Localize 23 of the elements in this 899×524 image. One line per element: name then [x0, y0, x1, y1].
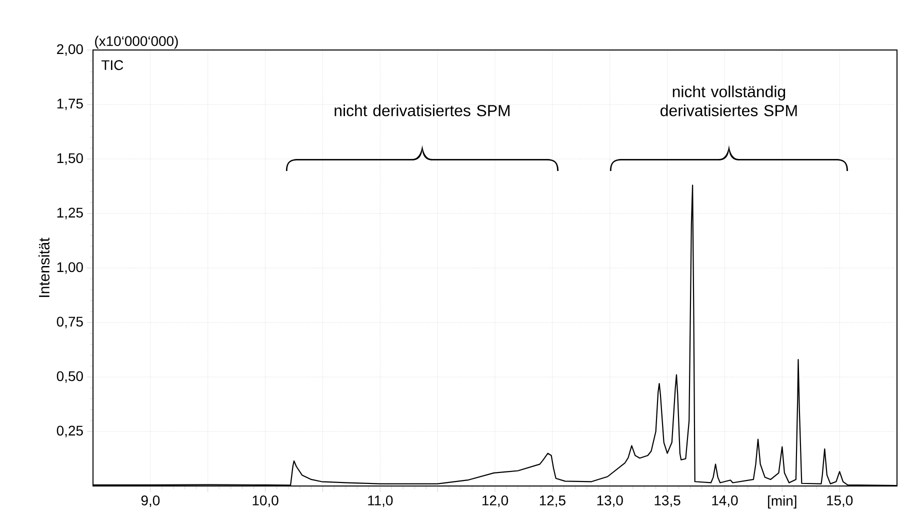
annotation: TIC — [102, 60, 124, 70]
x-tick-label: 15,0 — [827, 496, 853, 508]
x-tick-label: 14,0 — [712, 496, 738, 508]
text: (x10‘000‘000) — [95, 36, 178, 49]
annotation: nicht derivatisiertes SPM — [334, 104, 510, 116]
y-tick-label: 0,25 — [56, 426, 83, 438]
y-tick-label: 1,25 — [57, 208, 83, 220]
y-tick-label: 0,75 — [56, 316, 83, 328]
x-tick-label: [min] — [768, 496, 796, 509]
y-tick-label: 1,75 — [57, 98, 83, 110]
x-tick-label: 12,0 — [482, 496, 508, 508]
y-tick-label: 2,00 — [57, 44, 83, 56]
y-tick-label: 1,00 — [57, 262, 83, 274]
x-tick-label: 13,5 — [654, 496, 680, 508]
x-tick-label: 10,0 — [252, 496, 278, 508]
y-tick-label: 0,50 — [56, 371, 83, 383]
annotation: nicht vollständig derivatisiertes SPM — [660, 86, 797, 116]
x-tick-label: 12,5 — [540, 496, 566, 508]
y-axis-title: Intensität — [38, 238, 50, 297]
x-tick-label: 11,0 — [368, 496, 393, 508]
y-tick-label: 1,50 — [57, 153, 83, 165]
x-tick-label: 9,0 — [141, 496, 160, 508]
x-tick-label: 13,0 — [597, 496, 623, 508]
